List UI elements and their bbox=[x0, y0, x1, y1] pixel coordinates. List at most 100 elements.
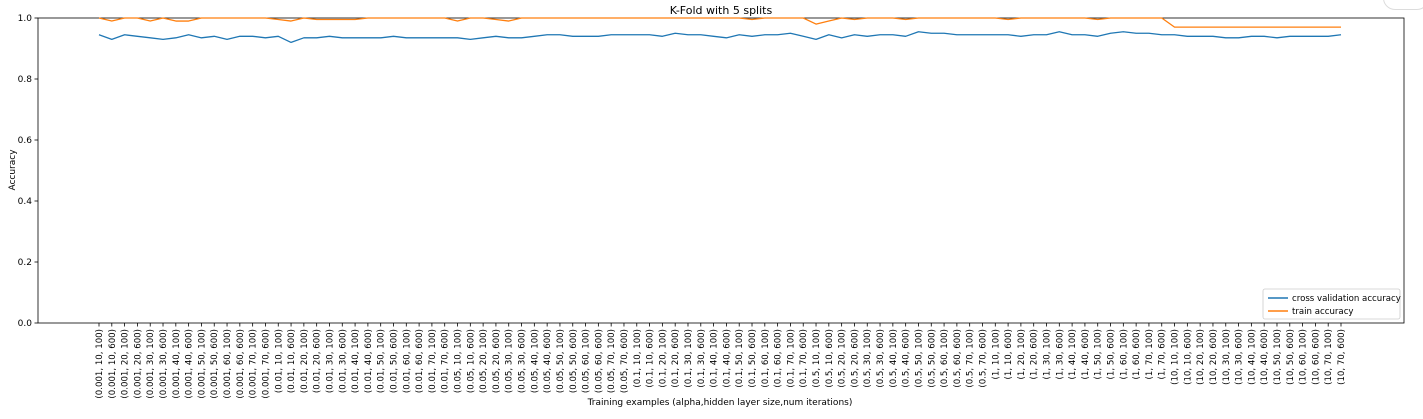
x-tick-label: (0.001, 50, 100) bbox=[197, 329, 207, 399]
x-tick-label: (0.1, 50, 100) bbox=[735, 329, 745, 388]
x-tick-label: (1, 50, 100) bbox=[1094, 329, 1104, 379]
x-tick-label: (10, 30, 100) bbox=[1222, 329, 1232, 385]
x-tick-label: (0.1, 10, 600) bbox=[646, 329, 656, 388]
x-tick-label: (0.5, 30, 600) bbox=[876, 329, 886, 388]
x-tick-label: (10, 40, 100) bbox=[1247, 329, 1257, 385]
x-tick-label: (1, 10, 100) bbox=[991, 329, 1001, 379]
x-tick-label: (0.05, 10, 100) bbox=[454, 329, 464, 393]
x-tick-label: (10, 60, 100) bbox=[1299, 329, 1309, 385]
x-tick-label: (0.5, 10, 600) bbox=[825, 329, 835, 388]
x-tick-label: (0.05, 20, 100) bbox=[479, 329, 489, 393]
x-tick-label: (0.01, 40, 600) bbox=[364, 329, 374, 393]
x-tick-label: (0.1, 30, 100) bbox=[684, 329, 694, 388]
x-tick-label: (0.001, 40, 600) bbox=[185, 329, 195, 399]
x-tick-label: (1, 30, 100) bbox=[1043, 329, 1053, 379]
x-tick-label: (0.1, 20, 100) bbox=[658, 329, 668, 388]
x-tick-label: (0.05, 40, 100) bbox=[530, 329, 540, 393]
x-tick-label: (0.1, 60, 600) bbox=[774, 329, 784, 388]
x-tick-label: (10, 10, 100) bbox=[1171, 329, 1181, 385]
x-tick-label: (0.05, 60, 600) bbox=[594, 329, 604, 393]
x-tick-label: (0.5, 30, 100) bbox=[863, 329, 873, 388]
x-tick-label: (0.05, 30, 100) bbox=[505, 329, 515, 393]
x-tick-label: (0.5, 20, 100) bbox=[838, 329, 848, 388]
x-tick-label: (1, 60, 100) bbox=[1119, 329, 1129, 379]
x-tick-label: (10, 50, 100) bbox=[1273, 329, 1283, 385]
x-tick-label: (0.001, 60, 600) bbox=[236, 329, 246, 399]
y-tick-label: 0.4 bbox=[18, 197, 33, 207]
x-tick-label: (0.01, 70, 600) bbox=[441, 329, 451, 393]
legend-frame bbox=[1262, 288, 1401, 320]
x-tick-label: (10, 50, 600) bbox=[1286, 329, 1296, 385]
x-tick-label: (0.01, 60, 100) bbox=[402, 329, 412, 393]
x-tick-label: (1, 60, 600) bbox=[1132, 329, 1142, 379]
x-tick-label: (0.1, 30, 600) bbox=[697, 329, 707, 388]
y-axis-label: Accuracy bbox=[8, 149, 18, 191]
x-tick-label: (0.5, 10, 100) bbox=[812, 329, 822, 388]
x-tick-label: (0.001, 10, 100) bbox=[95, 329, 105, 399]
x-tick-label: (0.01, 40, 100) bbox=[351, 329, 361, 393]
x-tick-label: (0.1, 50, 600) bbox=[748, 329, 758, 388]
x-tick-label: (10, 70, 600) bbox=[1337, 329, 1347, 385]
x-tick-label: (0.01, 30, 600) bbox=[338, 329, 348, 393]
x-tick-label: (10, 20, 100) bbox=[1196, 329, 1206, 385]
x-axis-label: Training examples (alpha,hidden layer si… bbox=[587, 398, 853, 408]
x-tick-label: (1, 20, 600) bbox=[1030, 329, 1040, 379]
x-tick-label: (0.5, 20, 600) bbox=[850, 329, 860, 388]
x-tick-label: (0.001, 20, 100) bbox=[121, 329, 131, 399]
x-tick-label: (0.01, 10, 100) bbox=[274, 329, 284, 393]
x-tick-label: (0.01, 20, 600) bbox=[313, 329, 323, 393]
x-tick-label: (0.1, 20, 600) bbox=[671, 329, 681, 388]
x-tick-label: (0.1, 10, 100) bbox=[633, 329, 643, 388]
x-tick-label: (0.001, 30, 100) bbox=[146, 329, 156, 399]
legend-label-train: train accuracy bbox=[1292, 307, 1354, 317]
x-tick-label: (0.001, 50, 600) bbox=[210, 329, 220, 399]
x-tick-label: (0.01, 10, 600) bbox=[287, 329, 297, 393]
x-tick-label: (0.5, 60, 100) bbox=[940, 329, 950, 388]
x-tick-label: (0.05, 10, 600) bbox=[466, 329, 476, 393]
x-tick-label: (0.001, 60, 100) bbox=[223, 329, 233, 399]
x-tick-label: (1, 10, 600) bbox=[1004, 329, 1014, 379]
x-tick-label: (0.05, 40, 600) bbox=[543, 329, 553, 393]
x-tick-label: (0.5, 50, 100) bbox=[914, 329, 924, 388]
x-tick-label: (0.1, 40, 600) bbox=[722, 329, 732, 388]
x-tick-label: (0.1, 40, 100) bbox=[710, 329, 720, 388]
x-tick-label: (10, 20, 600) bbox=[1209, 329, 1219, 385]
legend-label-cross-validation: cross validation accuracy bbox=[1292, 294, 1401, 304]
x-tick-label: (0.001, 70, 600) bbox=[261, 329, 271, 399]
x-tick-label: (1, 20, 100) bbox=[1017, 329, 1027, 379]
plot-area: 0.00.20.40.60.81.0(0.001, 10, 100) (0.001… bbox=[18, 14, 1405, 399]
y-tick-label: 0.6 bbox=[18, 136, 33, 146]
x-tick-label: (0.01, 20, 100) bbox=[300, 329, 310, 393]
x-tick-label: (0.05, 50, 600) bbox=[569, 329, 579, 393]
x-tick-label: (0.1, 70, 600) bbox=[799, 329, 809, 388]
x-tick-label: (0.5, 70, 100) bbox=[966, 329, 976, 388]
y-tick-label: 0.2 bbox=[18, 258, 32, 268]
x-tick-label: (0.01, 30, 100) bbox=[325, 329, 335, 393]
x-tick-label: (0.5, 50, 600) bbox=[927, 329, 937, 388]
x-tick-label: (0.05, 70, 100) bbox=[607, 329, 617, 393]
x-tick-label: (0.01, 60, 600) bbox=[415, 329, 425, 393]
x-tick-label: (0.001, 70, 100) bbox=[249, 329, 259, 399]
x-tick-label: (10, 40, 600) bbox=[1260, 329, 1270, 385]
x-tick-label: (10, 70, 100) bbox=[1324, 329, 1334, 385]
x-tick-label: (1, 40, 600) bbox=[1081, 329, 1091, 379]
x-tick-label: (0.1, 70, 100) bbox=[786, 329, 796, 388]
x-tick-label: (1, 40, 100) bbox=[1068, 329, 1078, 379]
x-tick-label: (0.001, 40, 100) bbox=[172, 329, 182, 399]
x-tick-label: (0.05, 20, 600) bbox=[492, 329, 502, 393]
x-tick-label: (0.5, 60, 600) bbox=[953, 329, 963, 388]
window-corner-control[interactable] bbox=[1383, 0, 1423, 10]
x-tick-label: (0.1, 60, 100) bbox=[761, 329, 771, 388]
x-tick-label: (10, 30, 600) bbox=[1235, 329, 1245, 385]
x-tick-label: (0.05, 50, 100) bbox=[556, 329, 566, 393]
x-tick-label: (0.01, 50, 100) bbox=[377, 329, 387, 393]
x-tick-label: (1, 70, 100) bbox=[1145, 329, 1155, 379]
x-tick-label: (1, 30, 600) bbox=[1055, 329, 1065, 379]
plot-frame bbox=[37, 17, 1405, 324]
chart-title: K-Fold with 5 splits bbox=[670, 4, 773, 17]
y-tick-label: 0.0 bbox=[18, 319, 33, 329]
x-tick-label: (0.5, 40, 100) bbox=[889, 329, 899, 388]
x-tick-label: (1, 70, 600) bbox=[1158, 329, 1168, 379]
